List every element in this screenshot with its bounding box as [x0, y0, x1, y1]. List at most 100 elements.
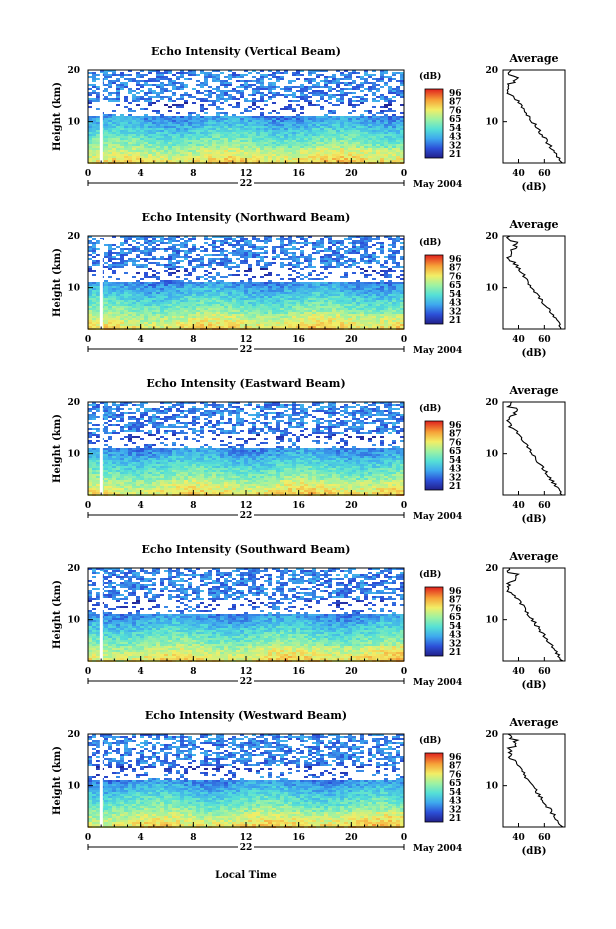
heatmap-cell: [352, 126, 356, 128]
heatmap-cell: [112, 264, 116, 266]
heatmap-cell: [280, 324, 284, 326]
heatmap-cell: [180, 76, 184, 78]
heatmap-cell: [124, 118, 128, 120]
heatmap-cell: [88, 308, 92, 310]
heatmap-cell: [236, 124, 240, 126]
heatmap-cell: [376, 124, 380, 126]
heatmap-cell: [288, 158, 292, 160]
heatmap-cell: [304, 286, 308, 288]
heatmap-cell: [192, 120, 196, 122]
heatmap-cell: [240, 298, 244, 300]
heatmap-cell: [152, 84, 156, 86]
heatmap-cell: [304, 326, 308, 328]
heatmap-cell: [196, 144, 200, 146]
heatmap-cell: [160, 118, 164, 120]
heatmap-cell: [88, 282, 92, 284]
heatmap-cell: [280, 154, 284, 156]
heatmap-cell: [352, 128, 356, 130]
heatmap-cell: [348, 74, 352, 76]
heatmap-cell: [112, 82, 116, 84]
heatmap-cell: [196, 296, 200, 298]
heatmap-cell: [268, 124, 272, 126]
heatmap-cell: [156, 78, 160, 80]
heatmap-cell: [212, 156, 216, 158]
heatmap-cell: [240, 86, 244, 88]
heatmap-cell: [296, 306, 300, 308]
heatmap-cell: [156, 156, 160, 158]
heatmap-cell: [164, 296, 168, 298]
heatmap-cell: [180, 242, 184, 244]
heatmap-cell: [264, 322, 268, 324]
heatmap-cell: [216, 108, 220, 110]
heatmap-cell: [220, 308, 224, 310]
heatmap-cell: [216, 140, 220, 142]
heatmap-cell: [240, 142, 244, 144]
heatmap-cell: [172, 290, 176, 292]
heatmap-cell: [112, 294, 116, 296]
heatmap-cell: [208, 118, 212, 120]
heatmap-cell: [192, 136, 196, 138]
heatmap-cell: [168, 132, 172, 134]
heatmap-cell: [128, 150, 132, 152]
heatmap-cell: [128, 248, 132, 250]
heatmap-cell: [156, 322, 160, 324]
heatmap-cell: [212, 140, 216, 142]
heatmap-cell: [352, 96, 356, 98]
heatmap-cell: [184, 142, 188, 144]
heatmap-cell: [180, 128, 184, 130]
heatmap-cell: [96, 154, 100, 156]
heatmap-cell: [212, 248, 216, 250]
heatmap-cell: [244, 120, 248, 122]
heatmap-cell: [148, 302, 152, 304]
heatmap-cell: [248, 270, 252, 272]
heatmap-cell: [168, 126, 172, 128]
heatmap-cell: [236, 156, 240, 158]
heatmap-cell: [248, 322, 252, 324]
heatmap-cell: [128, 320, 132, 322]
heatmap-cell: [108, 312, 112, 314]
heatmap-cell: [296, 118, 300, 120]
heatmap-cell: [308, 146, 312, 148]
heatmap-cell: [200, 324, 204, 326]
heatmap-cell: [280, 322, 284, 324]
heatmap-cell: [128, 302, 132, 304]
heatmap-cell: [208, 310, 212, 312]
heatmap-cell: [192, 300, 196, 302]
avg-title: Average: [508, 52, 558, 65]
heatmap-cell: [216, 146, 220, 148]
heatmap-cell: [348, 140, 352, 142]
heatmap-cell: [140, 154, 144, 156]
heatmap-cell: [396, 146, 400, 148]
heatmap-cell: [156, 264, 160, 266]
heatmap-cell: [172, 254, 176, 256]
heatmap-cell: [324, 80, 328, 82]
heatmap-cell: [128, 74, 132, 76]
heatmap-cell: [232, 288, 236, 290]
heatmap-cell: [160, 148, 164, 150]
heatmap-cell: [132, 158, 136, 160]
heatmap-cell: [188, 130, 192, 132]
heatmap-cell: [192, 322, 196, 324]
heatmap-cell: [172, 310, 176, 312]
heatmap-cell: [304, 322, 308, 324]
heatmap-cell: [192, 316, 196, 318]
heatmap-cell: [244, 312, 248, 314]
heatmap-cell: [160, 132, 164, 134]
heatmap-cell: [368, 158, 372, 160]
heatmap-cell: [344, 158, 348, 160]
heatmap-cell: [156, 292, 160, 294]
heatmap-cell: [204, 320, 208, 322]
heatmap-cell: [268, 86, 272, 88]
heatmap-cell: [396, 122, 400, 124]
heatmap-cell: [112, 286, 116, 288]
heatmap-cell: [160, 82, 164, 84]
heatmap-cell: [312, 132, 316, 134]
heatmap-cell: [148, 104, 152, 106]
heatmap-cell: [128, 326, 132, 328]
heatmap-cell: [236, 318, 240, 320]
heatmap-cell: [244, 146, 248, 148]
heatmap-cell: [192, 146, 196, 148]
heatmap-cell: [164, 130, 168, 132]
heatmap-cell: [288, 130, 292, 132]
heatmap-cell: [164, 154, 168, 156]
